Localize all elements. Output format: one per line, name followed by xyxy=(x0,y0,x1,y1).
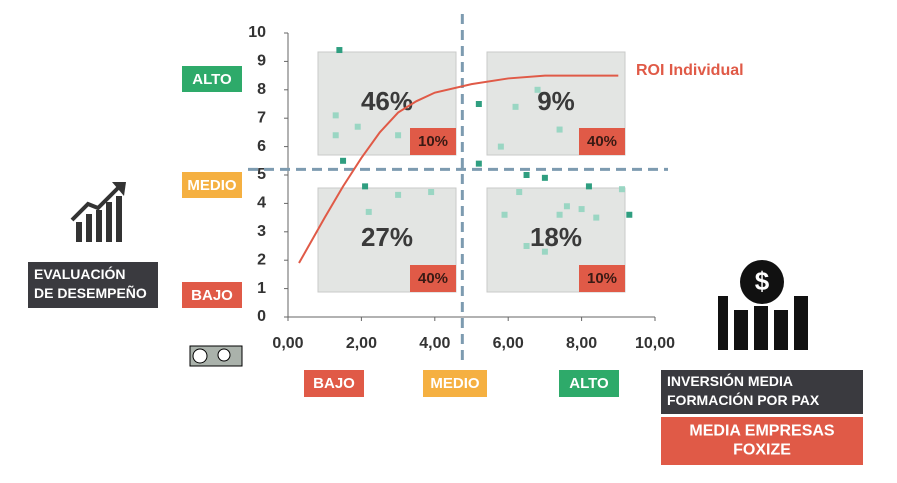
x-tick-label: 8,00 xyxy=(566,335,597,352)
y-level-box xyxy=(182,282,242,308)
y-tick-label: 8 xyxy=(257,81,266,98)
x-level: ALTO xyxy=(569,375,609,392)
point xyxy=(556,211,563,218)
point xyxy=(593,214,600,221)
quadrant-sub: 40% xyxy=(587,133,617,150)
x-level-box xyxy=(423,370,487,397)
point xyxy=(626,211,633,218)
y-tick-label: 10 xyxy=(248,24,266,41)
point xyxy=(395,132,402,139)
point xyxy=(336,47,343,54)
point xyxy=(332,112,339,119)
point xyxy=(475,160,482,167)
x-level: BAJO xyxy=(313,375,355,392)
point xyxy=(556,126,563,133)
x-tick-label: 2,00 xyxy=(346,335,377,352)
y-tick-label: 1 xyxy=(257,280,266,297)
point xyxy=(501,211,508,218)
y-tick-label: 4 xyxy=(257,195,266,212)
y-tick-label: 6 xyxy=(257,138,266,155)
y-level: ALTO xyxy=(192,71,232,88)
point xyxy=(523,243,530,249)
point xyxy=(541,174,548,181)
x-level-box xyxy=(559,370,619,397)
y-tick-label: 0 xyxy=(257,308,266,325)
quadrant-sub-box xyxy=(579,265,625,292)
y-level-box xyxy=(182,172,242,198)
y-tick-label: 9 xyxy=(257,53,266,70)
quadrant-sub-box xyxy=(410,128,456,155)
quadrant-share: 18% xyxy=(530,222,582,252)
quadrant-sub-box xyxy=(410,265,456,292)
x_caption-box xyxy=(661,370,863,414)
x-level-box xyxy=(304,370,364,397)
quadrant-share: 9% xyxy=(537,86,575,116)
point xyxy=(395,191,402,198)
quadrant-sub: 10% xyxy=(587,270,617,287)
benchmark-line: MEDIA EMPRESAS xyxy=(689,423,835,440)
y-tick-label: 2 xyxy=(257,251,266,268)
point xyxy=(618,186,625,193)
point xyxy=(362,183,369,190)
money-icon: $ xyxy=(718,260,808,350)
y-tick-label: 3 xyxy=(257,223,266,240)
point xyxy=(332,132,339,139)
point xyxy=(512,103,519,110)
quadrant-sub: 10% xyxy=(418,133,448,150)
point xyxy=(365,208,372,215)
y-tick-label: 5 xyxy=(257,166,266,183)
point xyxy=(585,183,592,190)
point xyxy=(475,101,482,107)
roi-label: ROI Individual xyxy=(636,62,744,79)
point xyxy=(516,189,523,196)
x_caption-line: FORMACIÓN POR PAX xyxy=(667,391,820,408)
license-badge xyxy=(189,345,243,367)
point xyxy=(534,86,541,93)
point xyxy=(541,248,548,255)
x_caption-line: INVERSIÓN MEDIA xyxy=(667,372,793,389)
growth-icon xyxy=(70,182,126,242)
point xyxy=(428,189,435,196)
y-level-box xyxy=(182,66,242,92)
quadrant-sub: 40% xyxy=(418,270,448,287)
x-tick-label: 0,00 xyxy=(272,335,303,352)
benchmark-line: FOXIZE xyxy=(733,442,791,459)
x-tick-label: 4,00 xyxy=(419,335,450,352)
svg-text:$: $ xyxy=(755,266,770,296)
benchmark-box xyxy=(661,417,863,465)
y_caption-line: EVALUACIÓN xyxy=(34,265,126,282)
point xyxy=(354,123,361,130)
x-level: MEDIO xyxy=(430,375,480,392)
point xyxy=(578,206,585,213)
point xyxy=(340,157,347,164)
y-tick-label: 7 xyxy=(257,109,266,126)
y_caption-line: DE DESEMPEÑO xyxy=(34,284,147,301)
y-level: MEDIO xyxy=(187,177,237,194)
point xyxy=(497,143,504,150)
point xyxy=(563,203,570,210)
y-level: BAJO xyxy=(191,287,233,304)
quadrant-share: 46% xyxy=(361,86,413,116)
y_caption-box xyxy=(28,262,158,308)
point xyxy=(523,172,530,178)
roi-curve xyxy=(298,74,619,264)
quadrant-sub-box xyxy=(579,128,625,155)
quadrant-share: 27% xyxy=(361,222,413,252)
x-tick-label: 10,00 xyxy=(635,335,675,352)
x-tick-label: 6,00 xyxy=(493,335,524,352)
